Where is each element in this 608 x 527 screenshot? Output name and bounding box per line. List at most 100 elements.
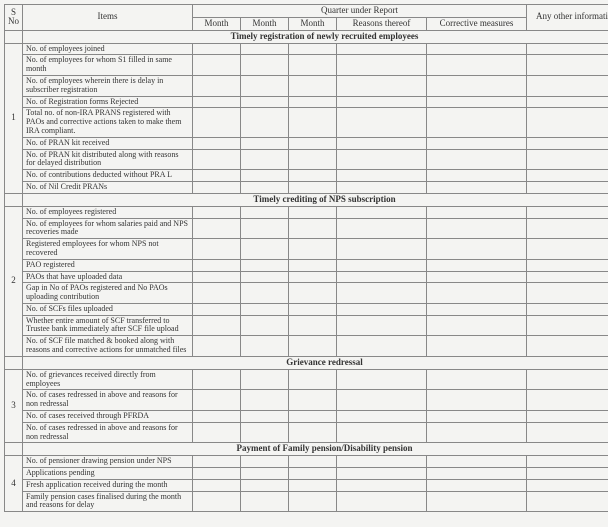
other-cell: [527, 468, 608, 480]
hdr-corrective: Corrective measures: [427, 17, 527, 30]
hdr-month-1: Month: [193, 17, 241, 30]
month-cell: [241, 479, 289, 491]
data-row: Family pension cases finalised during th…: [5, 491, 608, 512]
corrective-cell: [427, 108, 527, 137]
other-cell: [527, 283, 608, 304]
hdr-reasons: Reasons thereof: [337, 17, 427, 30]
sno-cell: 2: [5, 206, 23, 356]
month-cell: [289, 303, 337, 315]
reason-cell: [337, 76, 427, 97]
data-row: No. of cases redressed in above and reas…: [5, 390, 608, 411]
month-cell: [289, 239, 337, 260]
other-cell: [527, 369, 608, 390]
data-row: No. of employees wherein there is delay …: [5, 76, 608, 97]
item-cell: PAOs that have uploaded data: [23, 271, 193, 283]
month-cell: [241, 170, 289, 182]
other-cell: [527, 76, 608, 97]
item-cell: No. of employees wherein there is delay …: [23, 76, 193, 97]
other-cell: [527, 271, 608, 283]
corrective-cell: [427, 149, 527, 170]
month-cell: [193, 315, 241, 336]
month-cell: [241, 271, 289, 283]
reason-cell: [337, 315, 427, 336]
data-row: No. of employees for whom salaries paid …: [5, 218, 608, 239]
month-cell: [193, 149, 241, 170]
month-cell: [241, 149, 289, 170]
section-header: Timely crediting of NPS subscription: [5, 193, 608, 206]
data-row: No. of cases received through PFRDA: [5, 410, 608, 422]
report-table: S NoItemsQuarter under ReportAny other i…: [4, 4, 608, 512]
reason-cell: [337, 283, 427, 304]
item-cell: No. of employees for whom salaries paid …: [23, 218, 193, 239]
other-cell: [527, 182, 608, 194]
data-row: PAO registered: [5, 259, 608, 271]
data-row: Fresh application received during the mo…: [5, 479, 608, 491]
section-sno-blank: [5, 356, 23, 369]
item-cell: No. of Nil Credit PRANs: [23, 182, 193, 194]
hdr-month-3: Month: [289, 17, 337, 30]
item-cell: No. of cases redressed in above and reas…: [23, 422, 193, 443]
hdr-sno: S No: [5, 5, 23, 31]
reason-cell: [337, 422, 427, 443]
data-row: Gap in No of PAOs registered and No PAOs…: [5, 283, 608, 304]
month-cell: [241, 422, 289, 443]
month-cell: [289, 315, 337, 336]
data-row: Applications pending: [5, 468, 608, 480]
other-cell: [527, 456, 608, 468]
corrective-cell: [427, 96, 527, 108]
month-cell: [241, 303, 289, 315]
data-row: No. of PRAN kit received: [5, 137, 608, 149]
month-cell: [241, 96, 289, 108]
month-cell: [241, 182, 289, 194]
month-cell: [193, 182, 241, 194]
month-cell: [241, 283, 289, 304]
reason-cell: [337, 182, 427, 194]
corrective-cell: [427, 76, 527, 97]
corrective-cell: [427, 479, 527, 491]
month-cell: [193, 259, 241, 271]
month-cell: [193, 283, 241, 304]
corrective-cell: [427, 283, 527, 304]
corrective-cell: [427, 137, 527, 149]
corrective-cell: [427, 271, 527, 283]
other-cell: [527, 390, 608, 411]
month-cell: [193, 108, 241, 137]
item-cell: PAO registered: [23, 259, 193, 271]
reason-cell: [337, 303, 427, 315]
month-cell: [241, 137, 289, 149]
reason-cell: [337, 410, 427, 422]
section-title: Timely registration of newly recruited e…: [23, 30, 608, 43]
month-cell: [289, 259, 337, 271]
item-cell: No. of PRAN kit received: [23, 137, 193, 149]
data-row: No. of cases redressed in above and reas…: [5, 422, 608, 443]
month-cell: [193, 336, 241, 357]
reason-cell: [337, 390, 427, 411]
month-cell: [193, 369, 241, 390]
other-cell: [527, 303, 608, 315]
reason-cell: [337, 108, 427, 137]
reason-cell: [337, 218, 427, 239]
section-sno-blank: [5, 193, 23, 206]
other-cell: [527, 315, 608, 336]
section-title: Grievance redressal: [23, 356, 608, 369]
data-row: 3No. of grievances received directly fro…: [5, 369, 608, 390]
month-cell: [289, 491, 337, 512]
month-cell: [289, 410, 337, 422]
month-cell: [193, 170, 241, 182]
month-cell: [289, 390, 337, 411]
month-cell: [193, 468, 241, 480]
reason-cell: [337, 96, 427, 108]
item-cell: No. of SCFs files uploaded: [23, 303, 193, 315]
month-cell: [289, 422, 337, 443]
header-row-1: S NoItemsQuarter under ReportAny other i…: [5, 5, 608, 18]
other-cell: [527, 108, 608, 137]
month-cell: [289, 479, 337, 491]
month-cell: [241, 76, 289, 97]
item-cell: Family pension cases finalised during th…: [23, 491, 193, 512]
month-cell: [193, 239, 241, 260]
other-cell: [527, 491, 608, 512]
data-row: No. of contributions deducted without PR…: [5, 170, 608, 182]
month-cell: [193, 303, 241, 315]
section-sno-blank: [5, 443, 23, 456]
other-cell: [527, 239, 608, 260]
